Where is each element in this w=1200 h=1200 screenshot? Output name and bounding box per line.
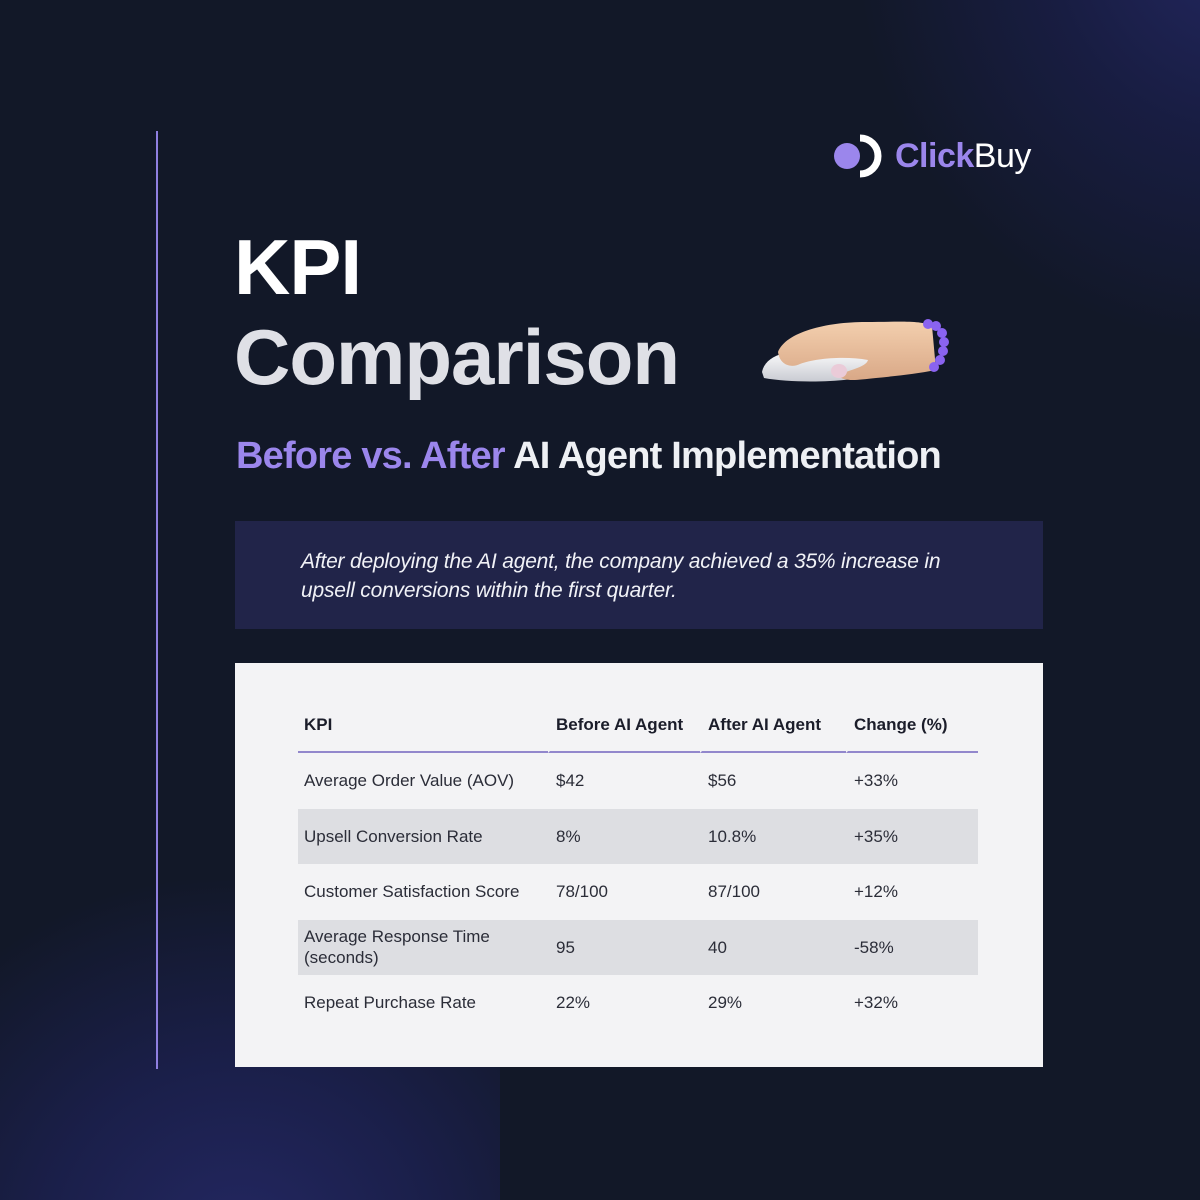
background-glow-top-right [850,0,1200,350]
cell-change: +33% [854,771,898,791]
cell-kpi: Average Order Value (AOV) [304,771,515,791]
cell-kpi: Repeat Purchase Rate [304,993,476,1013]
header-change: Change (%) [846,699,978,753]
cell-after: 87/100 [708,882,760,902]
circle-and-arc-logo-icon [834,134,886,178]
cell-change: +32% [854,993,898,1013]
page-title: KPI Comparison [234,222,680,402]
cell-kpi: Upsell Conversion Rate [298,808,548,864]
table-row: Repeat Purchase Rate 22% 29% +32% [298,975,978,1031]
table-row: Upsell Conversion Rate 8% 10.8% +35% [298,808,978,864]
brand-name-click: Click [895,137,974,175]
table-row: Average Order Value (AOV) $42 $56 +33% [298,753,978,809]
title-line-2: Comparison [234,313,680,401]
subtitle-rest: AI Agent Implementation [504,435,942,477]
hand-on-mouse-illustration [762,319,949,382]
cell-after: $56 [708,771,737,791]
page-subtitle: Before vs. After AI Agent Implementation [236,433,942,479]
cell-before: 22% [556,993,591,1013]
highlight-callout: After deploying the AI agent, the compan… [235,521,1043,629]
cell-before: 8% [548,808,700,864]
brand-logo: ClickBuy [834,134,1031,178]
cell-before: 78/100 [556,882,608,902]
subtitle-accent: Before vs. After [236,435,506,477]
cell-change: +35% [846,808,978,864]
cell-kpi: Customer Satisfaction Score [304,882,520,902]
cell-change: +12% [854,882,898,902]
cell-after: 10.8% [700,808,846,864]
table-row: Customer Satisfaction Score 78/100 87/10… [298,864,978,920]
table-header-row: KPI Before AI Agent After AI Agent Chang… [298,699,978,753]
table-row: Average Response Time (seconds) 95 40 -5… [298,919,978,975]
cell-before: 95 [548,919,700,975]
cell-after: 29% [708,993,743,1013]
brand-name: ClickBuy [895,134,1031,178]
callout-text: After deploying the AI agent, the compan… [301,550,941,602]
cell-kpi: Average Response Time (seconds) [298,919,548,975]
vertical-accent-line [156,131,158,1069]
cell-after: 40 [700,919,846,975]
kpi-table-card: KPI Before AI Agent After AI Agent Chang… [235,663,1043,1067]
cell-change: -58% [846,919,978,975]
header-before: Before AI Agent [548,699,700,753]
header-after: After AI Agent [700,699,846,753]
brand-name-buy: Buy [973,137,1032,175]
header-kpi: KPI [298,699,548,753]
cell-before: $42 [556,771,585,791]
kpi-table: KPI Before AI Agent After AI Agent Chang… [298,699,978,1031]
title-line-1: KPI [234,223,362,311]
